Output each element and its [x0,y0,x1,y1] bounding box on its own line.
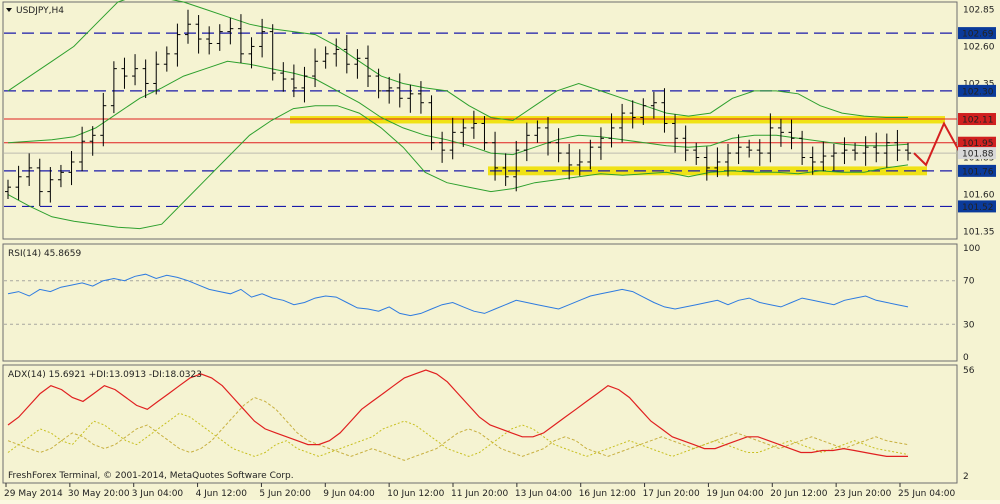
level-label-box-1 [958,84,996,97]
x-tick-label: 11 Jun 20:00 [451,489,508,499]
rsi-label: RSI(14) 45.8659 [8,249,81,259]
collapse-triangle-icon[interactable] [6,8,12,12]
level-label-1: 102.30 [962,87,994,97]
bollinger-bb_lower [7,105,909,230]
x-tick-label: 25 Jun 04:00 [898,489,955,499]
x-tick-label: 9 Jun 04:00 [323,489,375,499]
price-tick-label: 102.60 [963,42,995,52]
bollinger-bb_mid [7,60,909,156]
level-label-box-2 [958,113,996,126]
x-tick-label: 23 Jun 20:00 [834,489,891,499]
level-label-3: 101.95 [962,139,994,149]
level-label-0: 102.69 [962,30,994,40]
level-label-box-6 [958,200,996,213]
x-tick-label: 20 Jun 12:00 [770,489,827,499]
minus-di-line [7,396,909,461]
rsi-tick-label: 30 [963,320,975,330]
level-label-box-0 [958,27,996,40]
rsi-tick-label: 100 [963,244,980,254]
price-tick-label: 102.85 [963,5,995,15]
price-tick-label: 101.60 [963,191,995,201]
plus-di-line [7,412,909,457]
bollinger-bb_upper [7,0,908,122]
x-tick-label: 10 Jun 12:00 [387,489,444,499]
rsi-tick-label: 0 [963,353,969,363]
adx-label: ADX(14) 15.6921 +DI:13.0913 -DI:18.0323 [8,370,202,380]
x-tick-label: 5 Jun 20:00 [259,489,311,499]
rsi-line [7,273,909,317]
adx-tick-label: 2 [963,472,969,482]
x-tick-label: 3 Jun 04:00 [132,489,184,499]
rsi-tick-label: 70 [963,277,975,287]
x-tick-label: 13 Jun 04:00 [515,489,572,499]
level-label-box-5 [958,164,996,177]
adx-tick-label: 56 [963,366,975,376]
x-tick-label: 19 Jun 04:00 [706,489,763,499]
level-label-4: 101.88 [962,150,994,160]
x-tick-label: 16 Jun 12:00 [579,489,636,499]
level-label-6: 101.52 [962,203,994,213]
x-tick-label: 30 May 20:00 [68,489,130,499]
x-tick-label: 17 Jun 20:00 [643,489,700,499]
projection-path [913,121,963,167]
level-label-box-3 [958,136,996,149]
price-tick-label: 101.35 [963,228,995,238]
level-label-2: 102.11 [962,116,994,126]
rsi-panel [2,243,958,362]
symbol-title: USDJPY,H4 [16,6,64,16]
x-tick-label: 29 May 2014 [4,489,63,499]
footer-copyright: FreshForex Terminal, © 2001-2014, MetaQu… [8,471,294,481]
adx-line [7,369,908,457]
adx-panel [2,364,958,484]
level-label-5: 101.76 [962,167,994,177]
price-tick-label: 102.35 [963,79,995,89]
x-tick-label: 4 Jun 12:00 [196,489,248,499]
resistance-zone [290,116,945,124]
level-label-box-4 [958,147,996,160]
